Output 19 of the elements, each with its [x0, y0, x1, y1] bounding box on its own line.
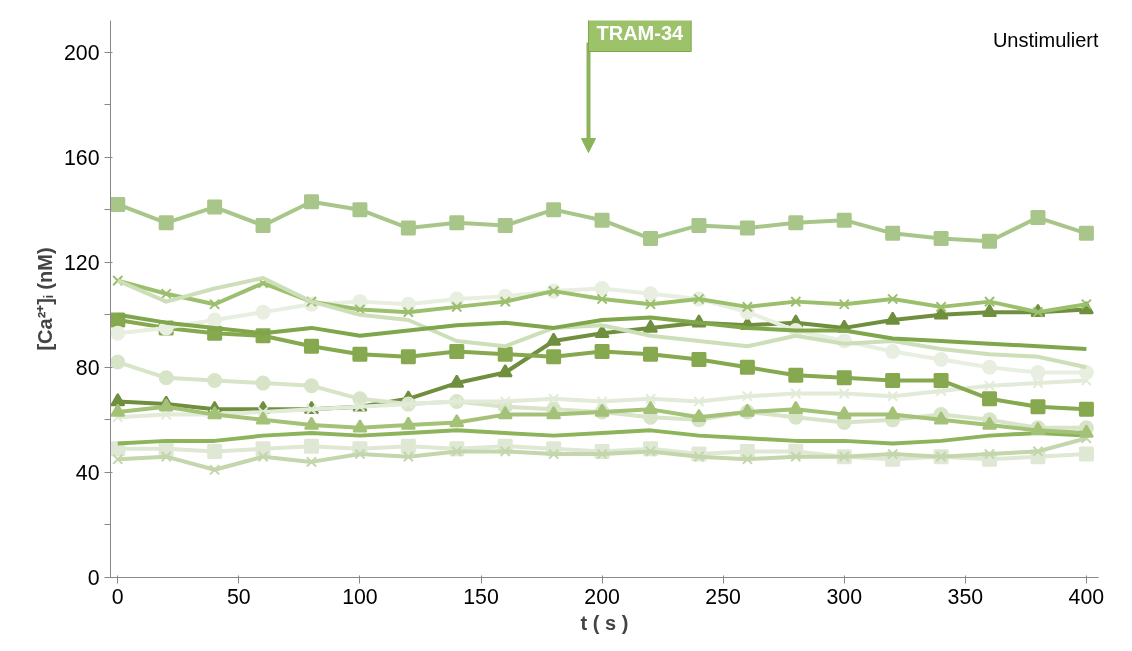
- y-axis-title: [Ca²⁺]ᵢ (nM): [33, 247, 56, 351]
- annotation: Unstimuliert: [992, 28, 1099, 51]
- y-tick-label: 120: [63, 250, 100, 275]
- x-tick-label: 0: [111, 584, 124, 609]
- x-tick-label: 150: [463, 584, 499, 609]
- x-tick-label: 250: [705, 584, 742, 609]
- x-tick-label: 200: [584, 584, 621, 609]
- y-tick-label: 200: [63, 40, 100, 65]
- y-tick-label: 80: [75, 355, 100, 380]
- y-tick-label: 160: [63, 145, 100, 170]
- annotation: TRAM-34: [596, 21, 685, 44]
- x-tick-label: 400: [1068, 584, 1105, 609]
- y-tick-label: 40: [75, 460, 100, 485]
- y-tick-label: 0: [87, 566, 100, 590]
- x-tick-label: 50: [226, 584, 251, 609]
- x-tick-label: 100: [342, 584, 378, 609]
- x-tick-label: 300: [826, 584, 863, 609]
- x-axis-title: t ( s ): [580, 611, 629, 634]
- x-tick-label: 350: [947, 584, 984, 609]
